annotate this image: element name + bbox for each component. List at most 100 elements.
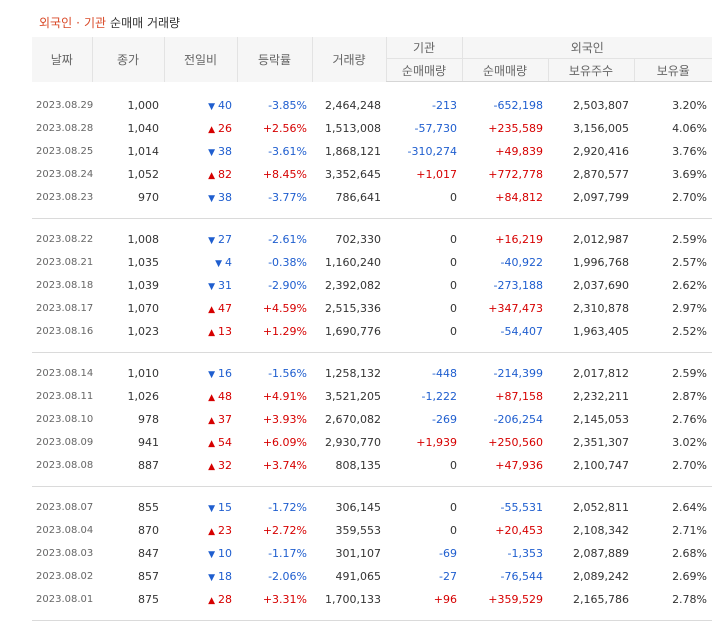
cell-date: 2023.08.22 [32, 228, 92, 251]
cell-institution-net: 0 [386, 320, 462, 343]
cell-diff: ▲23 [164, 519, 237, 542]
header-institution-group: 기관 [386, 37, 462, 59]
cell-institution-net: -69 [386, 542, 462, 565]
cell-diff: ▼27 [164, 228, 237, 251]
cell-close: 857 [92, 565, 164, 588]
cell-close: 887 [92, 454, 164, 477]
cell-institution-net: 0 [386, 496, 462, 519]
triangle-up-icon: ▲ [208, 462, 215, 472]
cell-holdings: 2,108,342 [548, 519, 634, 542]
triangle-up-icon: ▲ [208, 527, 215, 537]
cell-rate: +1.29% [237, 320, 312, 343]
row-gap [32, 343, 712, 353]
cell-holding-ratio: 2.64% [634, 496, 712, 519]
table-spacer [32, 82, 712, 95]
triangle-up-icon: ▲ [208, 439, 215, 449]
cell-diff-value: 48 [218, 390, 232, 403]
cell-institution-net: -1,222 [386, 385, 462, 408]
cell-holdings: 2,089,242 [548, 565, 634, 588]
cell-holding-ratio: 3.76% [634, 140, 712, 163]
triangle-up-icon: ▲ [208, 125, 215, 135]
cell-close: 1,035 [92, 251, 164, 274]
cell-foreign-net: +235,589 [462, 117, 548, 140]
cell-rate: +4.59% [237, 297, 312, 320]
cell-rate: +3.93% [237, 408, 312, 431]
cell-holdings: 2,017,812 [548, 362, 634, 385]
cell-holdings: 2,310,878 [548, 297, 634, 320]
cell-holdings: 3,156,005 [548, 117, 634, 140]
cell-diff-value: 54 [218, 436, 232, 449]
cell-volume: 808,135 [312, 454, 386, 477]
cell-holdings: 2,351,307 [548, 431, 634, 454]
cell-holdings: 2,012,987 [548, 228, 634, 251]
cell-holdings: 2,165,786 [548, 588, 634, 611]
cell-institution-net: 0 [386, 186, 462, 209]
row-gap [32, 611, 712, 621]
cell-foreign-net: -214,399 [462, 362, 548, 385]
cell-date: 2023.08.03 [32, 542, 92, 565]
cell-institution-net: -213 [386, 94, 462, 117]
cell-volume: 786,641 [312, 186, 386, 209]
cell-foreign-net: -273,188 [462, 274, 548, 297]
cell-foreign-net: -652,198 [462, 94, 548, 117]
cell-diff: ▲82 [164, 163, 237, 186]
cell-close: 1,052 [92, 163, 164, 186]
cell-holding-ratio: 4.06% [634, 117, 712, 140]
cell-rate: -2.06% [237, 565, 312, 588]
title-rest: 순매매 거래량 [110, 16, 180, 30]
cell-date: 2023.08.23 [32, 186, 92, 209]
title-institution: 기관 [84, 16, 106, 30]
cell-volume: 3,352,645 [312, 163, 386, 186]
cell-holdings: 2,097,799 [548, 186, 634, 209]
cell-diff: ▲54 [164, 431, 237, 454]
cell-rate: +6.09% [237, 431, 312, 454]
cell-rate: -3.61% [237, 140, 312, 163]
row-gap [32, 477, 712, 487]
triangle-up-icon: ▲ [208, 171, 215, 181]
cell-institution-net: 0 [386, 297, 462, 320]
cell-close: 978 [92, 408, 164, 431]
cell-institution-net: -27 [386, 565, 462, 588]
cell-institution-net: 0 [386, 519, 462, 542]
cell-volume: 1,513,008 [312, 117, 386, 140]
cell-diff: ▼16 [164, 362, 237, 385]
cell-volume: 3,521,205 [312, 385, 386, 408]
header-holding-ratio: 보유율 [634, 59, 712, 82]
cell-institution-net: 0 [386, 454, 462, 477]
cell-volume: 1,690,776 [312, 320, 386, 343]
cell-diff-value: 32 [218, 459, 232, 472]
cell-diff: ▼38 [164, 186, 237, 209]
cell-rate: +3.31% [237, 588, 312, 611]
cell-holdings: 2,920,416 [548, 140, 634, 163]
cell-holding-ratio: 2.52% [634, 320, 712, 343]
cell-rate: +3.74% [237, 454, 312, 477]
cell-volume: 1,700,133 [312, 588, 386, 611]
triangle-up-icon: ▲ [208, 305, 215, 315]
cell-diff-value: 28 [218, 593, 232, 606]
cell-diff-value: 47 [218, 302, 232, 315]
cell-institution-net: 0 [386, 228, 462, 251]
cell-holding-ratio: 2.57% [634, 251, 712, 274]
cell-close: 1,014 [92, 140, 164, 163]
cell-date: 2023.08.11 [32, 385, 92, 408]
triangle-up-icon: ▲ [208, 416, 215, 426]
cell-rate: -1.56% [237, 362, 312, 385]
cell-holdings: 2,503,807 [548, 94, 634, 117]
cell-volume: 2,392,082 [312, 274, 386, 297]
cell-holdings: 2,052,811 [548, 496, 634, 519]
cell-rate: -2.90% [237, 274, 312, 297]
cell-foreign-net: -206,254 [462, 408, 548, 431]
cell-date: 2023.08.14 [32, 362, 92, 385]
cell-volume: 491,065 [312, 565, 386, 588]
cell-holdings: 2,870,577 [548, 163, 634, 186]
header-volume: 거래량 [312, 37, 386, 82]
cell-close: 1,039 [92, 274, 164, 297]
cell-foreign-net: +347,473 [462, 297, 548, 320]
cell-diff-value: 16 [218, 367, 232, 380]
cell-close: 1,008 [92, 228, 164, 251]
cell-holding-ratio: 2.71% [634, 519, 712, 542]
cell-foreign-net: -1,353 [462, 542, 548, 565]
